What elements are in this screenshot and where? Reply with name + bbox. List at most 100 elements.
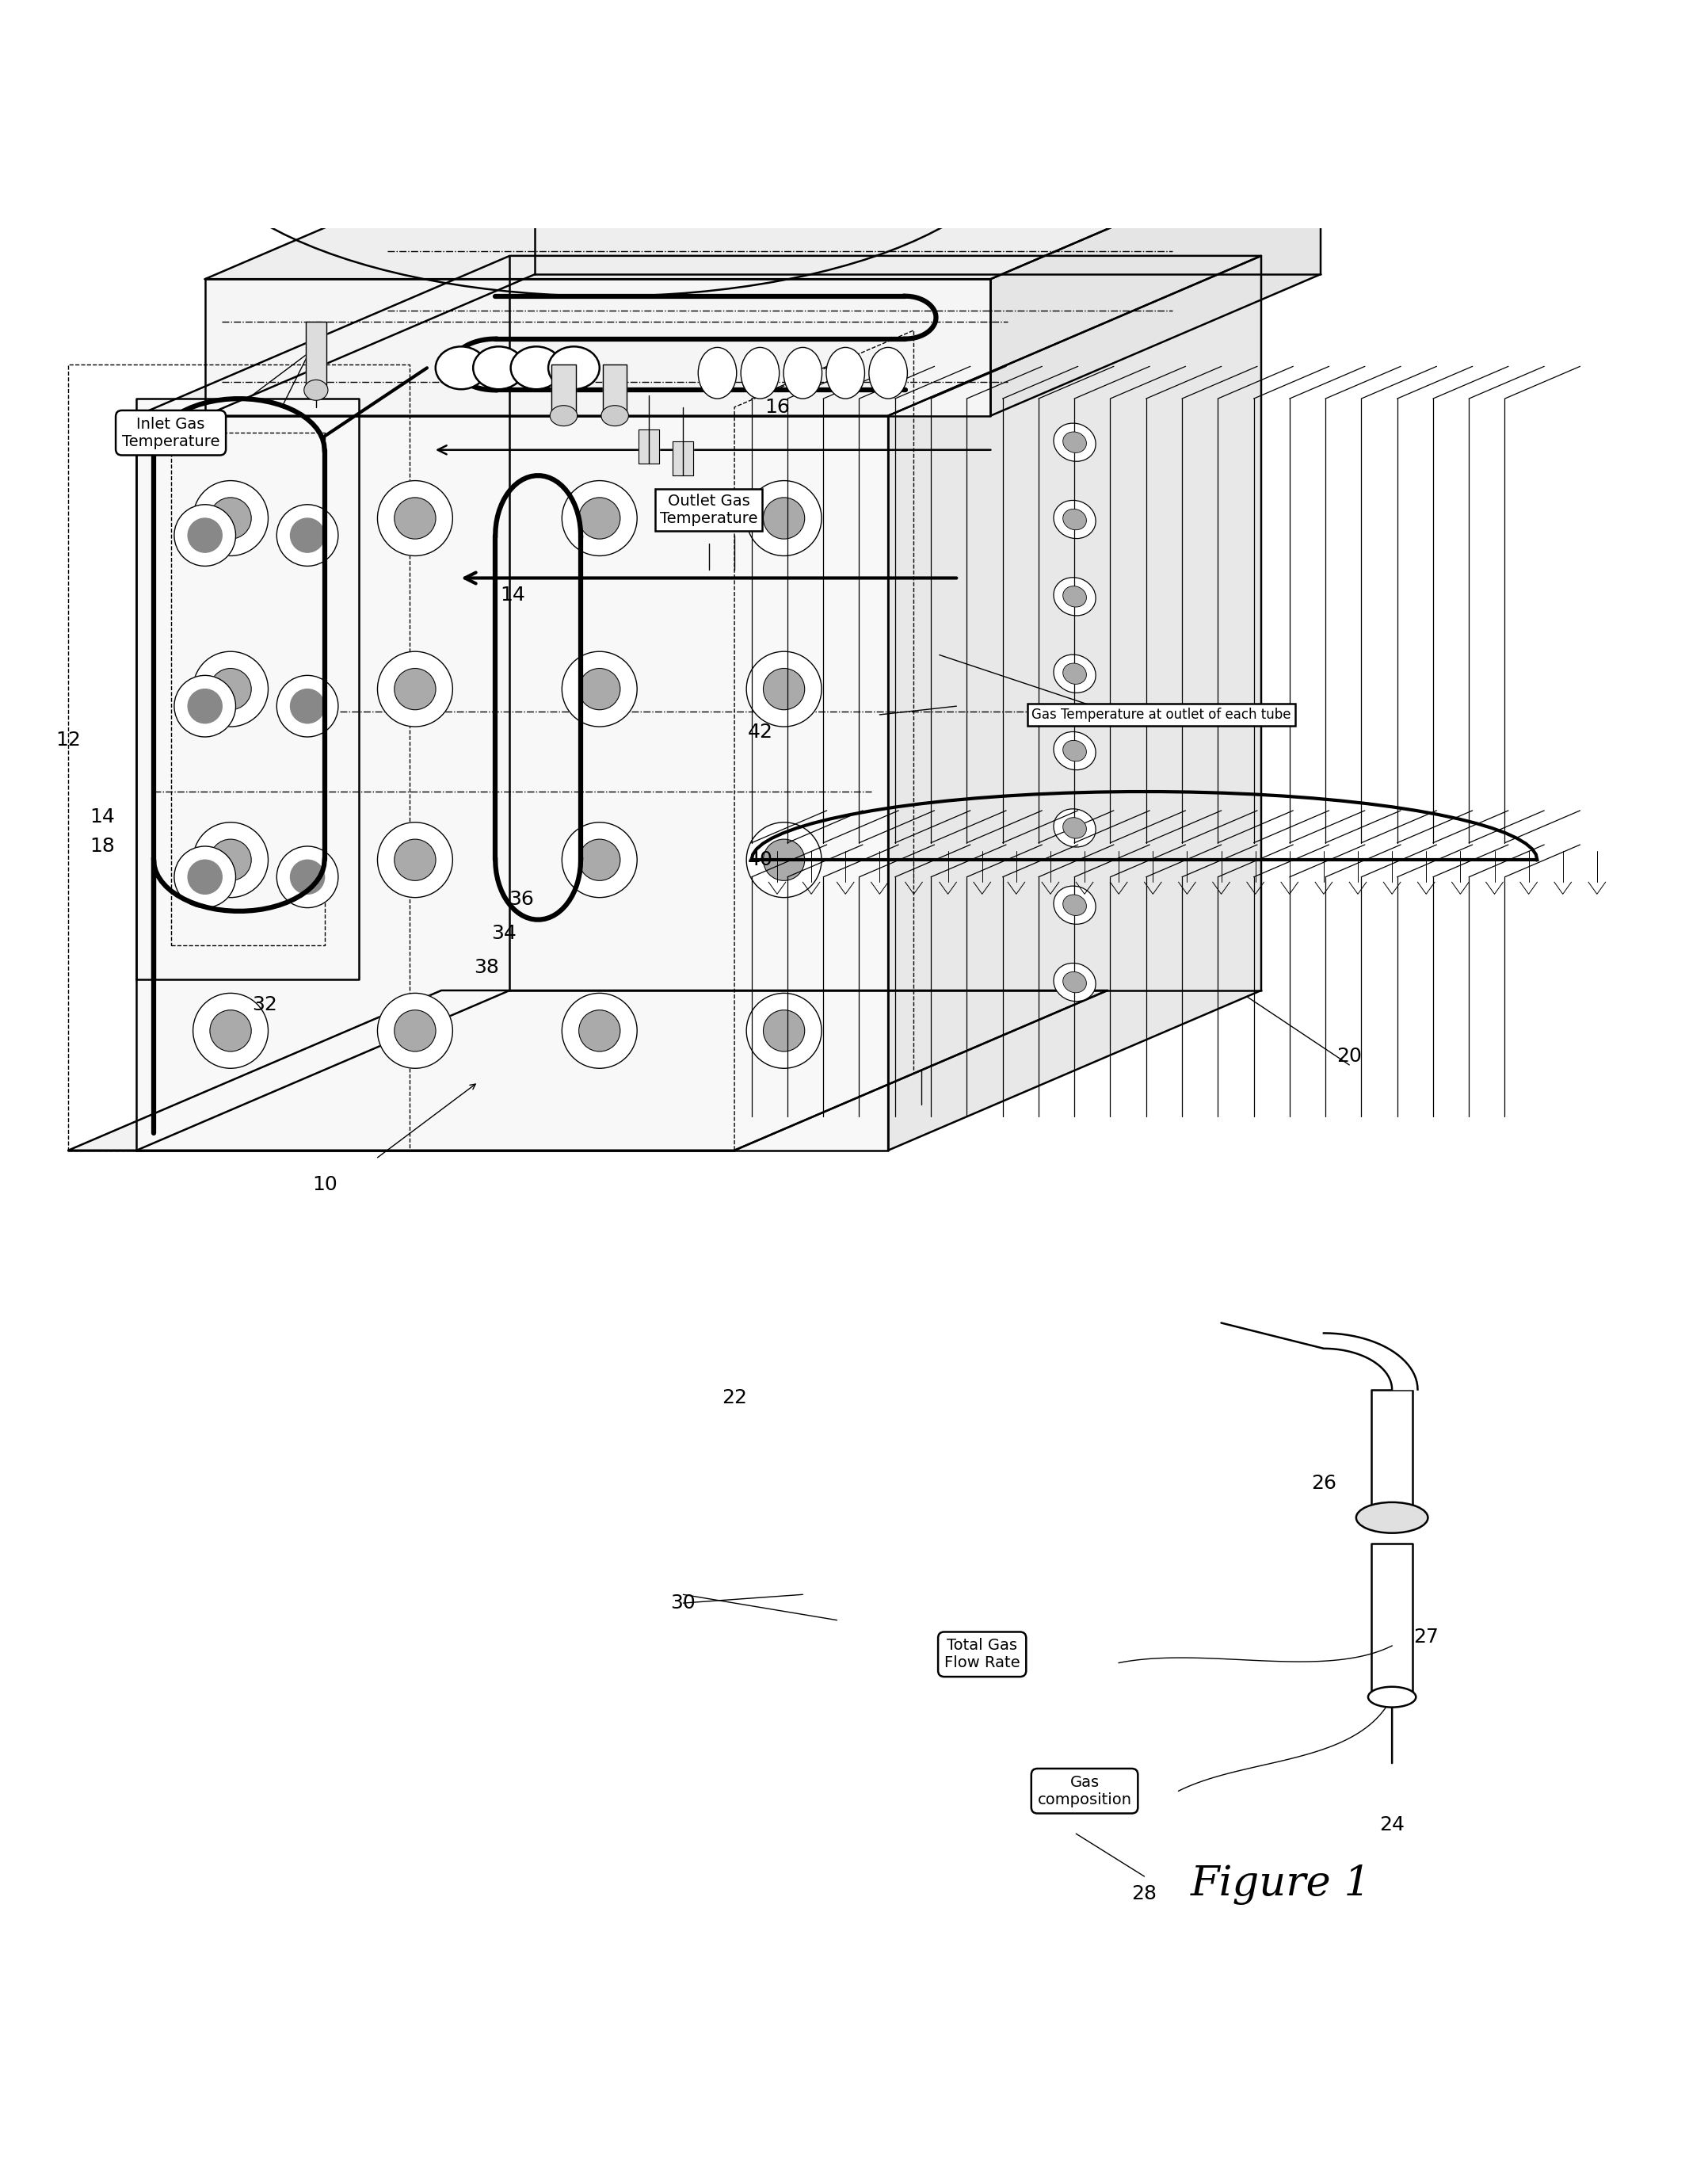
Polygon shape [1324, 1333, 1418, 1389]
Text: 14: 14 [500, 586, 524, 604]
Polygon shape [1372, 1543, 1413, 1697]
Polygon shape [205, 138, 1320, 279]
Ellipse shape [1054, 963, 1097, 1002]
Text: Inlet Gas
Temperature: Inlet Gas Temperature [121, 418, 220, 450]
Text: Gas Temperature at outlet of each tube: Gas Temperature at outlet of each tube [1032, 708, 1291, 723]
Circle shape [763, 498, 804, 539]
Circle shape [290, 517, 325, 552]
Circle shape [395, 1011, 436, 1052]
Polygon shape [137, 398, 359, 980]
Ellipse shape [699, 348, 736, 398]
Circle shape [193, 822, 268, 898]
Text: Total Gas
Flow Rate: Total Gas Flow Rate [945, 1638, 1020, 1671]
Ellipse shape [1062, 972, 1086, 993]
Text: 30: 30 [671, 1593, 695, 1612]
Circle shape [579, 498, 620, 539]
Ellipse shape [1054, 809, 1097, 846]
Circle shape [579, 840, 620, 881]
Text: Outlet Gas
Temperature: Outlet Gas Temperature [659, 493, 758, 526]
Circle shape [746, 651, 822, 727]
Circle shape [277, 504, 338, 567]
Circle shape [290, 688, 325, 723]
Circle shape [377, 480, 453, 556]
Text: 18: 18 [91, 837, 114, 855]
Circle shape [562, 651, 637, 727]
Circle shape [395, 669, 436, 710]
Circle shape [746, 993, 822, 1069]
Text: 40: 40 [748, 850, 772, 870]
Circle shape [763, 840, 804, 881]
Text: 32: 32 [253, 995, 277, 1015]
Text: 42: 42 [748, 723, 772, 742]
Ellipse shape [1054, 500, 1097, 539]
Circle shape [277, 846, 338, 907]
Ellipse shape [784, 348, 822, 398]
Circle shape [290, 859, 325, 894]
Ellipse shape [1062, 818, 1086, 837]
Ellipse shape [741, 348, 779, 398]
Circle shape [193, 993, 268, 1069]
Circle shape [763, 1011, 804, 1052]
Ellipse shape [1062, 586, 1086, 608]
Circle shape [188, 688, 222, 723]
Polygon shape [137, 415, 888, 1151]
Text: 14: 14 [91, 807, 114, 827]
Ellipse shape [601, 405, 629, 426]
Ellipse shape [473, 346, 524, 390]
Text: 10: 10 [313, 1175, 336, 1195]
Text: 36: 36 [509, 889, 533, 909]
Circle shape [746, 480, 822, 556]
Ellipse shape [1062, 894, 1086, 915]
Circle shape [277, 675, 338, 738]
Text: 12: 12 [56, 731, 80, 751]
Text: 27: 27 [1414, 1627, 1438, 1647]
Text: 20: 20 [1337, 1047, 1361, 1067]
Circle shape [562, 993, 637, 1069]
Text: 16: 16 [765, 398, 789, 418]
Circle shape [395, 840, 436, 881]
Text: 28: 28 [1132, 1885, 1156, 1902]
Polygon shape [639, 428, 659, 463]
Polygon shape [552, 364, 576, 415]
Ellipse shape [436, 346, 487, 390]
Text: 26: 26 [1312, 1474, 1336, 1493]
Circle shape [188, 517, 222, 552]
Ellipse shape [869, 348, 907, 398]
Text: 34: 34 [492, 924, 516, 944]
Polygon shape [439, 17, 1276, 188]
Ellipse shape [1368, 1686, 1416, 1707]
Polygon shape [603, 364, 627, 415]
Ellipse shape [1054, 578, 1097, 617]
Ellipse shape [1062, 433, 1086, 452]
Polygon shape [205, 279, 991, 415]
Circle shape [579, 669, 620, 710]
Ellipse shape [1062, 509, 1086, 530]
Circle shape [210, 669, 251, 710]
Circle shape [579, 1011, 620, 1052]
Ellipse shape [1356, 1502, 1428, 1532]
Text: Gas
composition: Gas composition [1037, 1774, 1132, 1807]
Polygon shape [306, 322, 326, 390]
Circle shape [210, 498, 251, 539]
Ellipse shape [1054, 885, 1097, 924]
Text: Figure 1: Figure 1 [1190, 1865, 1372, 1904]
Ellipse shape [304, 381, 328, 400]
Circle shape [395, 498, 436, 539]
Circle shape [763, 669, 804, 710]
Circle shape [562, 480, 637, 556]
Circle shape [188, 859, 222, 894]
Text: 24: 24 [1380, 1816, 1404, 1835]
Circle shape [174, 675, 236, 738]
Text: 22: 22 [722, 1389, 746, 1407]
Ellipse shape [511, 346, 562, 390]
Polygon shape [673, 441, 693, 476]
Ellipse shape [1062, 662, 1086, 684]
Text: 38: 38 [475, 959, 499, 978]
Circle shape [193, 651, 268, 727]
Polygon shape [888, 255, 1261, 1151]
Ellipse shape [1054, 424, 1097, 461]
Circle shape [174, 846, 236, 907]
Ellipse shape [548, 346, 600, 390]
Ellipse shape [1054, 731, 1097, 770]
Circle shape [377, 993, 453, 1069]
